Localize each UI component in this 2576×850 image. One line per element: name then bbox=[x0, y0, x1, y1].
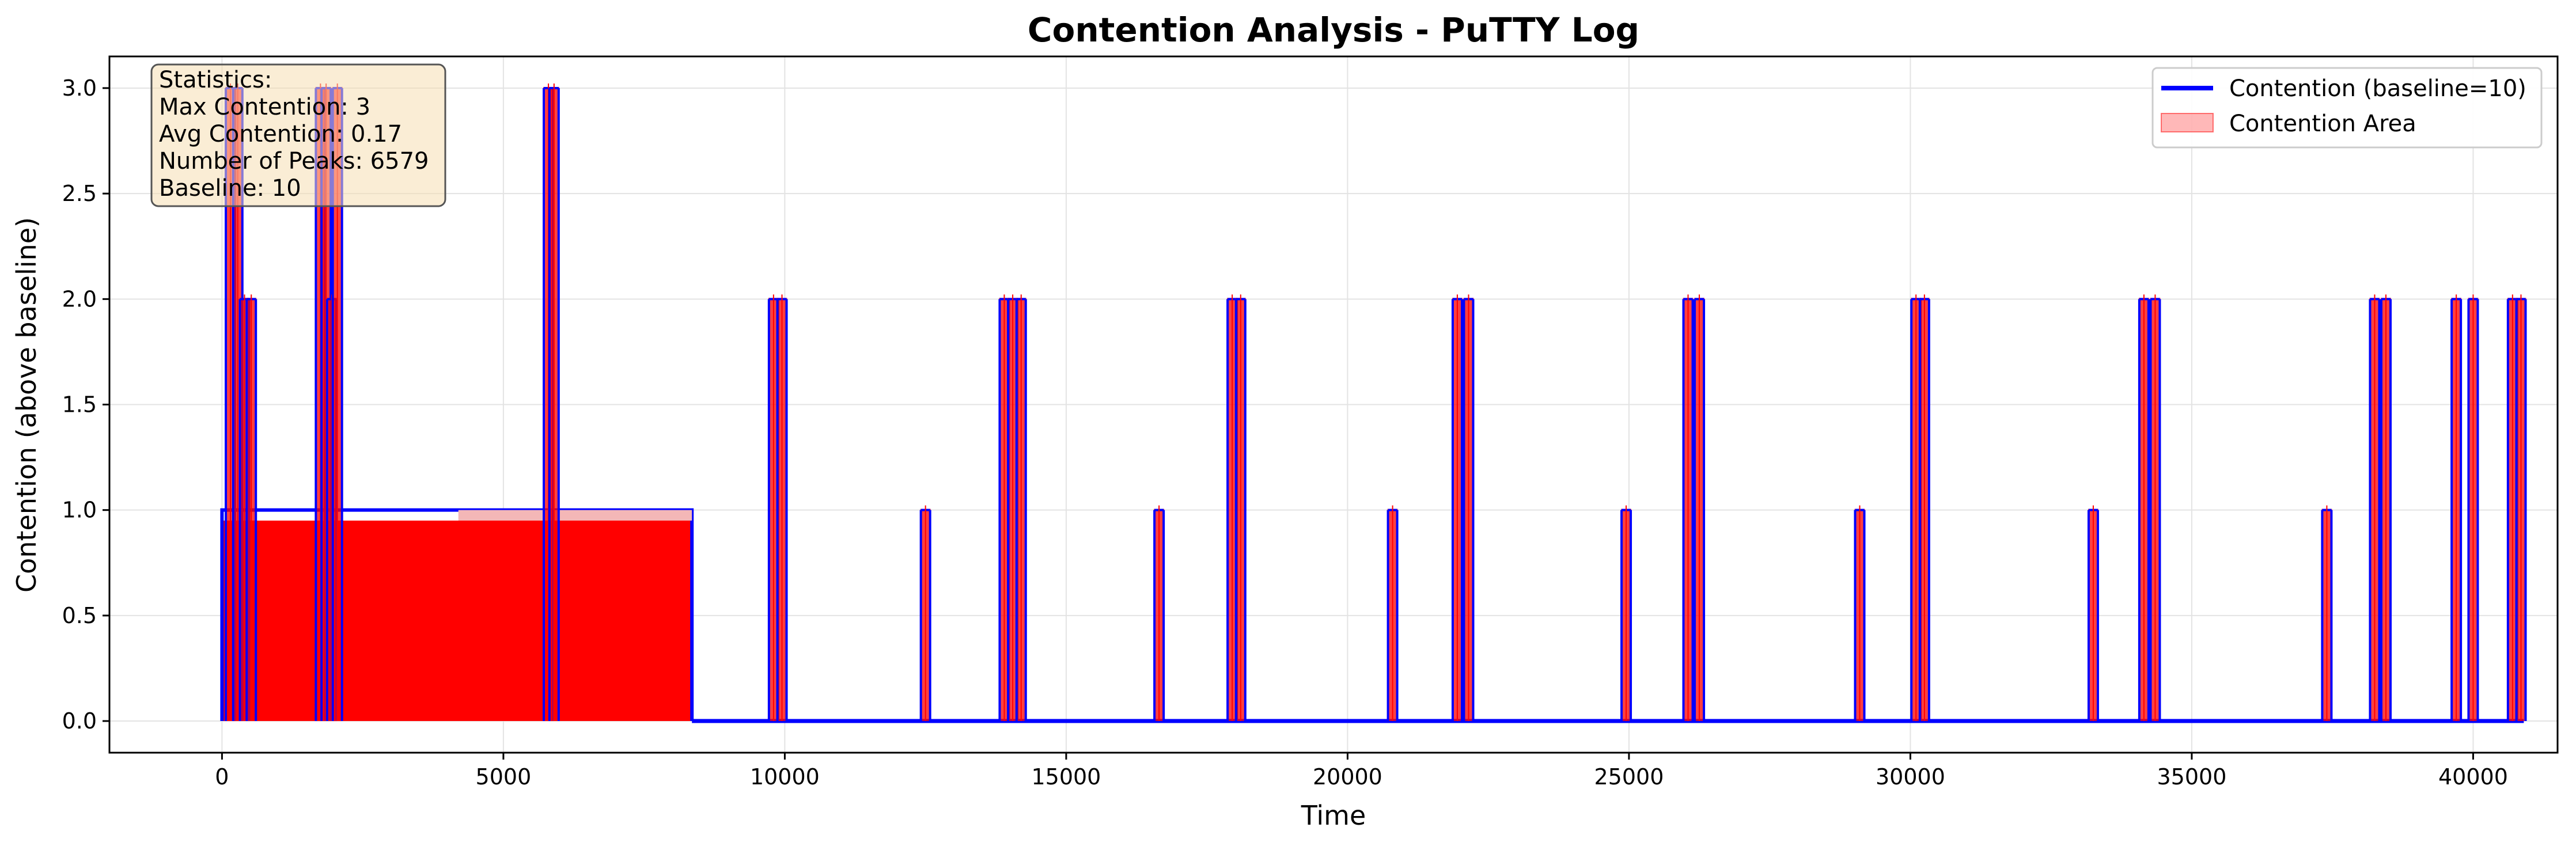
x-tick-label: 20000 bbox=[1313, 764, 1382, 790]
x-axis-label: Time bbox=[1301, 800, 1366, 831]
statistics-peaks: Number of Peaks: 6579 bbox=[159, 148, 429, 174]
chart-title: Contention Analysis - PuTTY Log bbox=[1028, 10, 1639, 50]
y-tick-label: 1.5 bbox=[62, 392, 97, 418]
x-tick-label: 10000 bbox=[750, 764, 820, 790]
x-tick-label: 40000 bbox=[2438, 764, 2508, 790]
statistics-baseline: Baseline: 10 bbox=[159, 175, 301, 202]
statistics-box: Statistics: Max Contention: 3 Avg Conten… bbox=[150, 63, 446, 207]
y-tick-label: 2.5 bbox=[62, 181, 97, 206]
statistics-max: Max Contention: 3 bbox=[159, 94, 370, 120]
contention-area-dense bbox=[222, 521, 692, 722]
statistics-box-frame bbox=[150, 63, 446, 207]
y-axis-label: Contention (above baseline) bbox=[11, 217, 42, 593]
x-tick-label: 5000 bbox=[476, 764, 532, 790]
y-tick-label: 0.0 bbox=[62, 708, 97, 734]
y-tick-label: 2.0 bbox=[62, 286, 97, 312]
contention-line-dense bbox=[220, 508, 694, 722]
legend-label-area: Contention Area bbox=[2229, 111, 2416, 137]
y-tick-label: 0.5 bbox=[62, 603, 97, 628]
legend-label-contention: Contention (baseline=10) bbox=[2229, 75, 2526, 102]
x-tick-label: 15000 bbox=[1031, 764, 1101, 790]
plot-area: 0 5000 10000 15000 20000 25000 30000 35000 40000… bbox=[62, 55, 2559, 790]
legend-frame bbox=[2151, 67, 2543, 149]
contention-area-light bbox=[458, 510, 692, 521]
y-tick-label: 3.0 bbox=[62, 75, 97, 101]
x-tick-label: 0 bbox=[215, 764, 229, 790]
legend-area-swatch bbox=[2161, 113, 2214, 132]
statistics-avg: Avg Contention: 0.17 bbox=[159, 121, 402, 147]
x-tick-label: 35000 bbox=[2157, 764, 2226, 790]
x-tick-label: 25000 bbox=[1594, 764, 1664, 790]
statistics-title: Statistics: bbox=[159, 67, 272, 93]
y-tick-label: 1.0 bbox=[62, 498, 97, 523]
legend: Contention (baseline=10) Contention Area bbox=[2151, 67, 2543, 149]
x-tick-label: 30000 bbox=[1876, 764, 1945, 790]
